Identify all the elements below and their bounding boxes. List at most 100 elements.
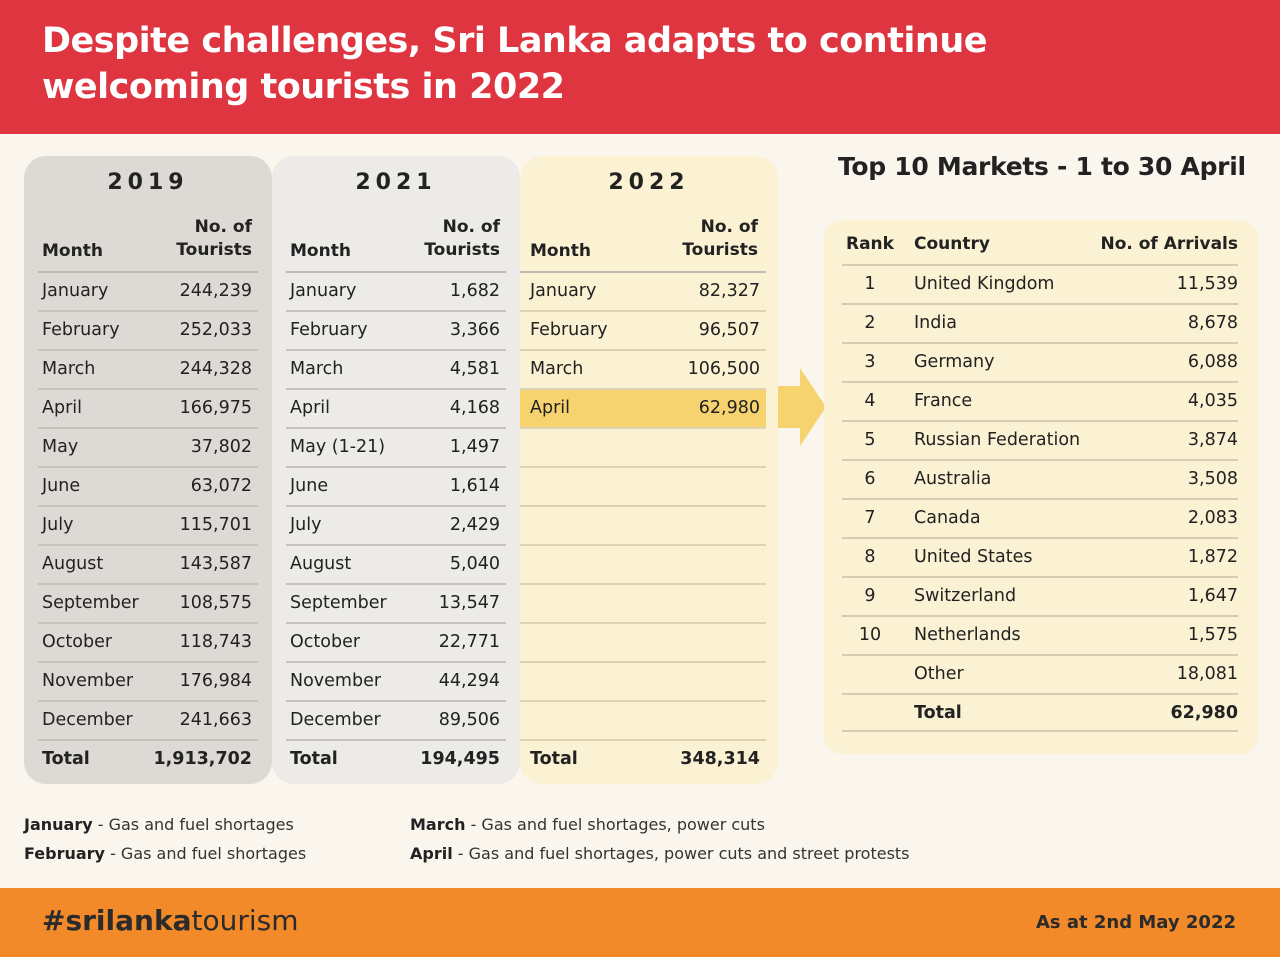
rank-cell: 10 — [858, 625, 882, 645]
total-label: Total — [530, 749, 578, 769]
month-cell: April — [530, 398, 570, 418]
table-row — [520, 702, 766, 741]
value-cell: 118,743 — [179, 632, 252, 652]
value-cell: 89,506 — [438, 710, 500, 730]
rank-cell: 8 — [864, 547, 876, 567]
arrivals-cell: 18,081 — [1176, 664, 1238, 684]
value-cell: 4,168 — [449, 398, 500, 418]
value-cell: 2,429 — [449, 515, 500, 535]
country-header: Country — [914, 234, 990, 254]
table-rows: January 1,682 February 3,366 March 4,581 Ap… — [286, 273, 506, 780]
month-cell: March — [290, 359, 344, 379]
total-row: Total 1,913,702 — [38, 741, 258, 780]
table-rows: January 244,239 February 252,033 March 244,… — [38, 273, 258, 780]
table-2019: 2019 Month No. of Tourists January 244,23… — [24, 156, 272, 784]
notes-right: March - Gas and fuel shortages, power cu… — [410, 810, 910, 868]
country-cell: United Kingdom — [914, 274, 1055, 294]
month-cell: September — [290, 593, 387, 613]
value-cell: 22,771 — [438, 632, 500, 652]
page-title: Despite challenges, Sri Lanka adapts to … — [42, 21, 988, 107]
table-row: June 1,614 — [286, 468, 506, 507]
table-row: September 13,547 — [286, 585, 506, 624]
month-cell: March — [42, 359, 96, 379]
table-row: 5 Russian Federation 3,874 — [842, 420, 1238, 459]
month-cell: June — [42, 476, 81, 496]
note-text: - Gas and fuel shortages, power cuts — [465, 815, 765, 834]
value-cell: 96,507 — [698, 320, 760, 340]
value-cell: 1,497 — [449, 437, 500, 457]
month-cell: May (1-21) — [290, 437, 386, 457]
table-row: January 244,239 — [38, 273, 258, 312]
markets-title: Top 10 Markets - 1 to 30 April — [838, 152, 1246, 181]
header-banner: Despite challenges, Sri Lanka adapts to … — [0, 0, 1280, 134]
note-month: February — [24, 844, 105, 863]
country-cell: Other — [914, 664, 964, 684]
month-cell: December — [42, 710, 133, 730]
table-row — [520, 663, 766, 702]
arrivals-cell: 8,678 — [1187, 313, 1238, 333]
table-2022: 2022 Month No. of Tourists January 82,327… — [520, 156, 778, 784]
table-row: March 4,581 — [286, 351, 506, 390]
as-at-date: As at 2nd May 2022 — [1035, 912, 1236, 933]
header-divider — [520, 271, 766, 273]
month-cell: February — [530, 320, 608, 340]
table-row: December 241,663 — [38, 702, 258, 741]
rank-cell: 6 — [864, 469, 876, 489]
note-item: April - Gas and fuel shortages, power cu… — [410, 839, 910, 868]
month-cell: June — [290, 476, 329, 496]
table-row: December 89,506 — [286, 702, 506, 741]
table-row: August 5,040 — [286, 546, 506, 585]
tourists-header: No. of Tourists — [424, 217, 500, 260]
month-cell: October — [42, 632, 113, 652]
total-value: 1,913,702 — [153, 749, 252, 769]
month-cell: November — [42, 671, 134, 691]
country-cell: Russian Federation — [914, 430, 1081, 450]
value-cell: 82,327 — [698, 281, 760, 301]
arrivals-cell: 3,508 — [1187, 469, 1238, 489]
value-cell: 62,980 — [698, 398, 760, 418]
value-cell: 241,663 — [179, 710, 252, 730]
country-cell: Australia — [914, 469, 992, 489]
note-text: - Gas and fuel shortages, power cuts and… — [452, 844, 910, 863]
value-cell: 115,701 — [179, 515, 252, 535]
month-cell: July — [42, 515, 74, 535]
table-row — [520, 507, 766, 546]
month-cell: October — [290, 632, 361, 652]
month-cell: November — [290, 671, 382, 691]
table-row: February 252,033 — [38, 312, 258, 351]
table-row: November 176,984 — [38, 663, 258, 702]
table-row: 1 United Kingdom 11,539 — [842, 264, 1238, 303]
rank-cell: 2 — [864, 313, 876, 333]
year-label: 2019 — [107, 170, 189, 195]
rank-cell: 5 — [864, 430, 876, 450]
table-row-highlighted: April 62,980 — [520, 390, 766, 429]
arrivals-cell: 1,575 — [1187, 625, 1238, 645]
country-cell: United States — [914, 547, 1033, 567]
rank-cell: 9 — [864, 586, 876, 606]
country-cell: India — [914, 313, 957, 333]
total-label: Total — [290, 749, 338, 769]
notes-left: January - Gas and fuel shortages Februar… — [24, 810, 306, 868]
table-row — [520, 585, 766, 624]
rank-header: Rank — [846, 234, 894, 254]
table-row: Other 18,081 — [842, 654, 1238, 693]
month-cell: August — [42, 554, 104, 574]
country-cell: Netherlands — [914, 625, 1021, 645]
month-cell: February — [42, 320, 120, 340]
table-row: April 166,975 — [38, 390, 258, 429]
markets-table: Rank Country No. of Arrivals 1 United Kin… — [824, 220, 1258, 754]
table-rows: January 82,327 February 96,507 March 106,50… — [520, 273, 766, 780]
note-item: March - Gas and fuel shortages, power cu… — [410, 810, 910, 839]
table-row: 3 Germany 6,088 — [842, 342, 1238, 381]
value-cell: 244,328 — [179, 359, 252, 379]
value-cell: 166,975 — [179, 398, 252, 418]
value-cell: 244,239 — [179, 281, 252, 301]
table-row: February 3,366 — [286, 312, 506, 351]
tourists-header: No. of Tourists — [682, 217, 758, 260]
country-cell: Total — [914, 703, 962, 723]
tourists-header: No. of Tourists — [176, 217, 252, 260]
table-row — [520, 624, 766, 663]
table-row: January 1,682 — [286, 273, 506, 312]
month-cell: December — [290, 710, 381, 730]
value-cell: 176,984 — [179, 671, 252, 691]
